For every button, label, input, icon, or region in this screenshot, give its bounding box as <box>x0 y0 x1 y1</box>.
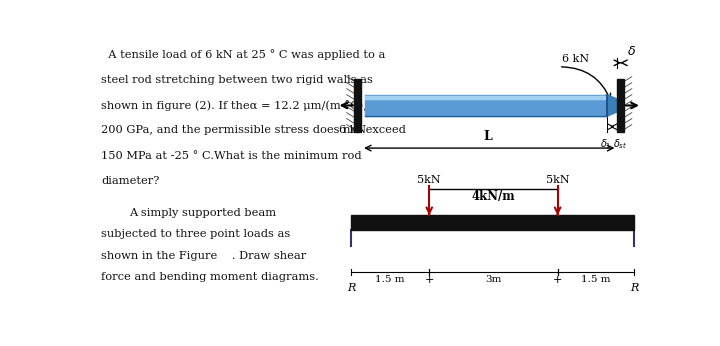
Bar <box>364 95 607 100</box>
Text: $\delta_1$: $\delta_1$ <box>600 137 612 151</box>
Text: A simply supported beam: A simply supported beam <box>129 208 276 218</box>
Bar <box>617 79 624 132</box>
Text: +: + <box>553 275 562 285</box>
Text: 4kN/m: 4kN/m <box>472 190 516 203</box>
Text: R: R <box>630 283 638 293</box>
Polygon shape <box>607 95 617 116</box>
Text: shown in the Figure    . Draw shear: shown in the Figure . Draw shear <box>101 251 307 261</box>
Text: 5kN: 5kN <box>418 175 441 185</box>
Text: $\delta$: $\delta$ <box>627 45 636 57</box>
Text: 1.5 m: 1.5 m <box>581 275 611 284</box>
Text: diameter?: diameter? <box>101 176 160 186</box>
Text: force and bending moment diagrams.: force and bending moment diagrams. <box>101 272 319 282</box>
Bar <box>364 95 607 116</box>
Text: $\delta_{st}$: $\delta_{st}$ <box>613 137 627 151</box>
Text: shown in figure (2). If theα = 12.2 μm/(m·°C), E =: shown in figure (2). If theα = 12.2 μm/(… <box>101 100 392 111</box>
Text: 3m: 3m <box>485 275 502 284</box>
Text: subjected to three point loads as: subjected to three point loads as <box>101 229 290 239</box>
Text: R: R <box>347 283 356 293</box>
Text: A tensile load of 6 kN at 25 ° C was applied to a: A tensile load of 6 kN at 25 ° C was app… <box>101 49 385 61</box>
Text: 1.5 m: 1.5 m <box>375 275 405 284</box>
Text: 200 GPa, and the permissible stress does not exceed: 200 GPa, and the permissible stress does… <box>101 126 406 135</box>
Bar <box>351 215 634 230</box>
Bar <box>354 79 361 132</box>
Text: 6 kN: 6 kN <box>562 54 589 64</box>
Text: 150 MPa at -25 ° C.What is the minimum rod: 150 MPa at -25 ° C.What is the minimum r… <box>101 151 361 161</box>
Text: L: L <box>483 130 492 143</box>
Text: 6 kN: 6 kN <box>338 126 366 135</box>
Text: 5kN: 5kN <box>546 175 570 185</box>
Text: +: + <box>425 275 434 285</box>
Text: steel rod stretching between two rigid walls as: steel rod stretching between two rigid w… <box>101 75 373 85</box>
